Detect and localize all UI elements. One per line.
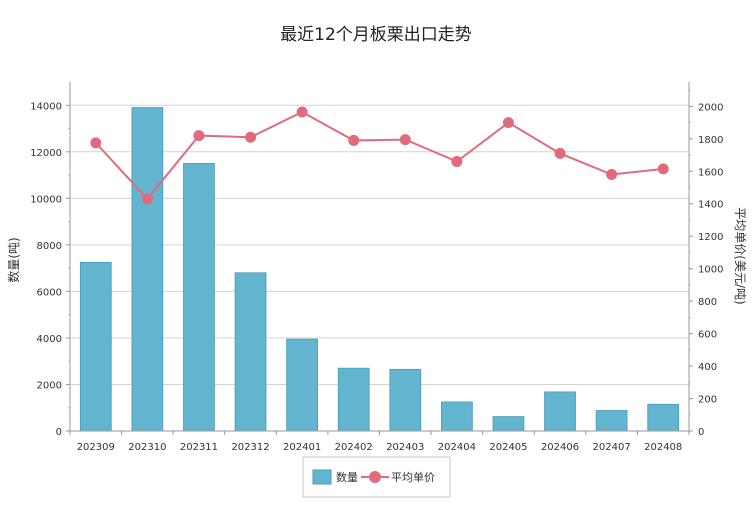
- price-point: [141, 193, 153, 205]
- x-tick-label: 202403: [386, 442, 424, 453]
- price-point: [554, 147, 566, 159]
- left-axis-ticks: 0 2000 4000 6000 8000 10000 12000 14000: [30, 101, 62, 438]
- line-series: [90, 106, 669, 205]
- y2-tick-label: 200: [698, 395, 717, 406]
- y2-axis-title: 平均单价(美元/吨): [733, 207, 747, 304]
- y2-tick-label: 1400: [698, 200, 723, 211]
- y2-tick-label: 1600: [698, 167, 723, 178]
- x-tick-label: 202401: [283, 442, 321, 453]
- x-axis-ticks: 202309 202310 202311 202312 202401 202402 2024…: [77, 442, 683, 453]
- bar: [544, 391, 576, 432]
- x-tick-label: 202405: [489, 442, 527, 453]
- bar: [492, 416, 525, 432]
- y-tick-label: 10000: [30, 194, 62, 205]
- y2-tick-label: 0: [698, 427, 704, 438]
- price-point: [193, 130, 205, 142]
- y-axis-title: 数量(吨): [6, 237, 21, 282]
- price-point: [399, 134, 411, 146]
- y-tick-label: 0: [56, 427, 62, 438]
- chart-title: 最近12个月板栗出口走势: [280, 25, 472, 45]
- x-tick-label: 202406: [541, 442, 579, 453]
- bar: [440, 401, 473, 432]
- y-tick-label: 2000: [37, 380, 62, 391]
- x-tick-label: 202309: [77, 442, 115, 453]
- x-tick-label: 202402: [335, 442, 373, 453]
- y2-tick-label: 1800: [698, 135, 723, 146]
- y2-tick-label: 1200: [698, 232, 723, 243]
- bar: [131, 107, 164, 432]
- bar: [337, 367, 370, 432]
- y-tick-label: 12000: [30, 148, 62, 159]
- y2-tick-label: 2000: [698, 102, 723, 113]
- price-point: [657, 163, 669, 175]
- bar: [595, 410, 628, 432]
- bar: [286, 338, 318, 432]
- bar: [79, 261, 112, 432]
- y2-tick-label: 400: [698, 362, 717, 373]
- legend-label-price: 平均单价: [391, 471, 435, 484]
- bar: [389, 368, 422, 432]
- legend-marker-swatch: [369, 471, 381, 483]
- price-point: [296, 106, 308, 118]
- y-tick-label: 14000: [30, 101, 62, 112]
- bar: [183, 163, 215, 432]
- price-point: [502, 117, 514, 129]
- x-tick-label: 202312: [231, 442, 269, 453]
- grid-lines: [70, 104, 689, 385]
- y2-tick-label: 600: [698, 330, 717, 341]
- price-line: [95, 110, 664, 201]
- y2-tick-label: 1000: [698, 265, 723, 276]
- legend-label-quantity: 数量: [336, 471, 358, 484]
- y2-tick-label: 800: [698, 297, 717, 308]
- bar: [234, 272, 267, 432]
- bar-series: [79, 107, 680, 432]
- price-point: [606, 169, 618, 181]
- price-point: [348, 134, 360, 146]
- price-point: [90, 137, 102, 149]
- axes: [66, 82, 693, 435]
- y-tick-label: 4000: [37, 334, 62, 345]
- legend-bar-swatch: [312, 469, 332, 485]
- x-tick-label: 202310: [128, 442, 166, 453]
- legend: 数量 平均单价: [302, 456, 451, 498]
- price-point: [245, 131, 257, 143]
- y-tick-label: 8000: [37, 241, 62, 252]
- bar: [647, 403, 680, 432]
- price-point: [451, 156, 463, 168]
- x-tick-label: 202311: [180, 442, 218, 453]
- x-tick-label: 202404: [438, 442, 476, 453]
- right-axis-ticks: 0 200 400 600 800 1000 1200 1400 1600 1800 2000: [698, 102, 723, 438]
- y-tick-label: 6000: [37, 287, 62, 298]
- x-tick-label: 202407: [593, 442, 631, 453]
- x-tick-label: 202408: [644, 442, 682, 453]
